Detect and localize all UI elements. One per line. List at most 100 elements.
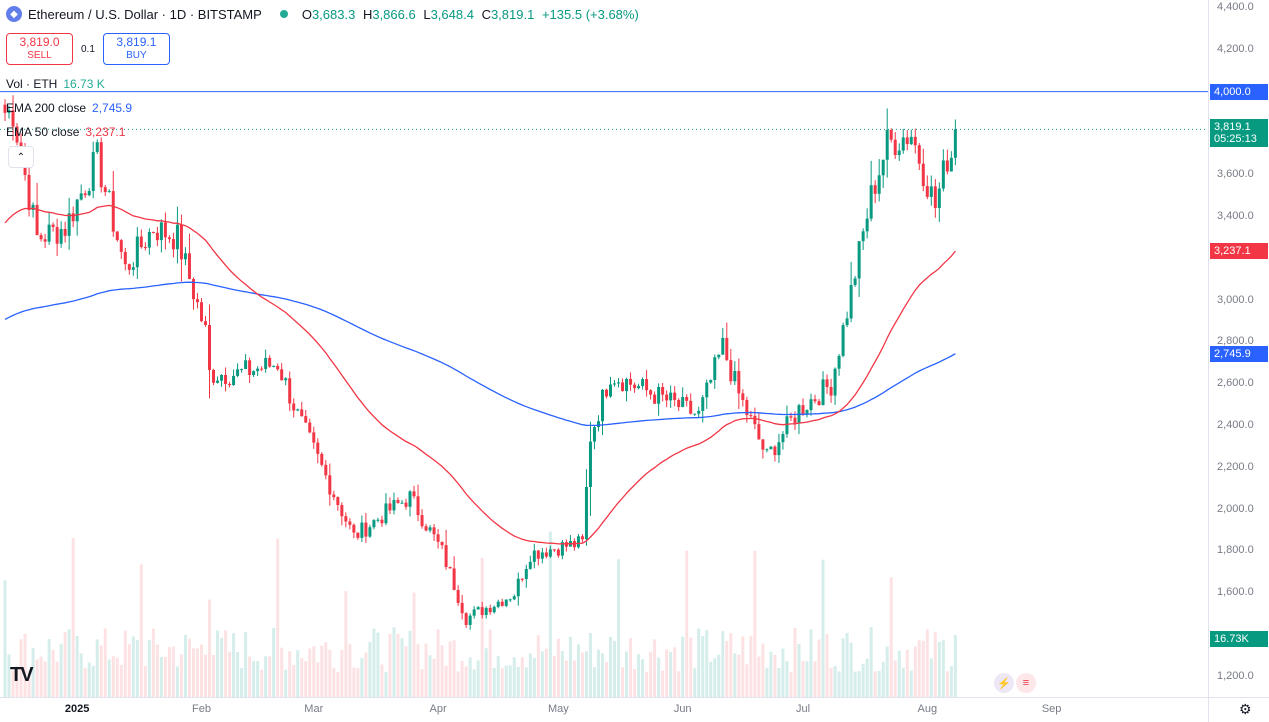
candle-body: [228, 383, 232, 386]
volume-price-label[interactable]: 16.73K: [1210, 631, 1268, 648]
volume-bar: [179, 654, 183, 697]
candle-body: [183, 253, 187, 260]
candle-body: [745, 400, 749, 416]
candle-body: [428, 527, 432, 531]
candle-body: [665, 394, 669, 401]
candle-body: [3, 104, 7, 113]
candle-body: [131, 267, 135, 270]
volume-bar: [588, 633, 592, 697]
market-status-dot: [279, 10, 288, 18]
volume-bar: [821, 559, 825, 697]
axis-settings[interactable]: ⚙: [1208, 697, 1269, 722]
sell-button[interactable]: 3,819.0 SELL: [6, 33, 73, 65]
last-price-label[interactable]: 3,819.1 05:25:13: [1210, 118, 1268, 147]
candle-body: [272, 365, 276, 367]
volume-bar: [701, 636, 705, 697]
ema50-price-label[interactable]: 3,237.1: [1210, 243, 1268, 260]
volume-bar: [143, 666, 147, 697]
volume-bar: [845, 632, 849, 697]
candle-body: [204, 321, 207, 326]
symbol-title[interactable]: Ethereum / U.S. Dollar · 1D · BITSTAMP: [28, 6, 262, 22]
candle-body: [55, 226, 59, 244]
volume-bar: [75, 635, 79, 697]
ema50-legend[interactable]: EMA 50 close 3,237.1: [6, 125, 125, 139]
price-axis[interactable]: 4,400.0 4,200.0 3,600.0 3,400.0 3,000.0 2,800…: [1208, 0, 1269, 697]
volume-bar: [885, 646, 889, 697]
volume-bar: [933, 632, 937, 697]
price-chart[interactable]: [0, 0, 1208, 697]
chart-pane[interactable]: ◆ Ethereum / U.S. Dollar · 1D · BITSTAMP…: [0, 0, 1208, 697]
gear-icon[interactable]: ⚙: [1239, 701, 1252, 717]
lightning-icon[interactable]: ⚡: [994, 673, 1014, 693]
volume-legend[interactable]: Vol · ETH 16.73 K: [6, 77, 105, 91]
volume-bar: [348, 644, 352, 697]
candle-body: [256, 368, 260, 372]
volume-bar: [356, 668, 360, 697]
time-tick: Apr: [429, 703, 447, 715]
volume-bar: [757, 656, 761, 697]
tradingview-logo[interactable]: TV: [10, 664, 34, 686]
level-price-label[interactable]: 4,000.0: [1210, 83, 1268, 100]
volume-bar: [929, 658, 933, 697]
candle-body: [556, 549, 560, 556]
candle-body: [713, 357, 717, 380]
time-tick: Mar: [304, 703, 324, 715]
volume-bar: [123, 630, 127, 697]
volume-bar: [917, 640, 921, 697]
collapse-legend-button[interactable]: ⌃: [8, 146, 34, 168]
candle-body: [464, 613, 468, 625]
candle-body: [244, 360, 248, 370]
volume-bar: [228, 651, 232, 697]
candle-body: [685, 397, 689, 401]
candle-body: [43, 239, 47, 242]
volume-bar: [11, 670, 15, 697]
volume-bar: [280, 647, 284, 697]
volume-bar: [657, 657, 661, 697]
volume-bar: [677, 671, 681, 697]
candle-body: [709, 379, 713, 383]
volume-bar: [805, 661, 809, 697]
candle-body: [681, 397, 685, 408]
volume-bar: [171, 646, 175, 697]
volume-bar: [155, 644, 159, 697]
candle-body: [236, 369, 240, 376]
volume-bar: [572, 660, 576, 697]
volume-bar: [849, 642, 853, 697]
candle-body: [953, 129, 957, 158]
volume-bar: [629, 637, 633, 697]
volume-bar: [524, 667, 528, 697]
volume-bar: [308, 648, 312, 697]
time-axis[interactable]: 2025 Feb Mar Apr May Jun Jul Aug Sep: [0, 697, 1208, 722]
spread-value: 0.1: [81, 43, 95, 55]
volume-bar: [769, 651, 773, 697]
volume-bar: [276, 538, 280, 697]
volume-bar: [793, 627, 797, 697]
volume-bar: [689, 637, 693, 697]
candle-body: [721, 337, 725, 355]
candle-body: [649, 390, 653, 395]
volume-bar: [256, 661, 260, 697]
candle-body: [115, 231, 119, 241]
volume-bar: [87, 662, 91, 697]
volume-bar: [484, 648, 488, 697]
candle-body: [873, 185, 877, 194]
volume-bar: [476, 660, 480, 697]
ethereum-icon[interactable]: ◆: [6, 6, 22, 22]
candle-body: [99, 142, 103, 188]
candle-body: [693, 413, 697, 415]
volume-bar: [516, 666, 520, 697]
volume-bar: [685, 550, 689, 697]
volume-bar: [865, 658, 869, 697]
ema200-legend[interactable]: EMA 200 close 2,745.9: [6, 101, 132, 115]
volume-bar: [661, 670, 665, 697]
buy-button[interactable]: 3,819.1 BUY: [102, 33, 170, 65]
volume-bar: [645, 671, 649, 697]
volume-bar: [432, 658, 436, 697]
price-tick: 2,200.0: [1217, 460, 1254, 473]
volume-bar: [621, 667, 625, 697]
high-label: H: [362, 6, 373, 22]
candle-body: [356, 532, 360, 538]
candle-body: [625, 378, 629, 392]
us-flag-icon[interactable]: ≡: [1016, 673, 1036, 693]
ema200-price-label[interactable]: 2,745.9: [1210, 345, 1268, 362]
